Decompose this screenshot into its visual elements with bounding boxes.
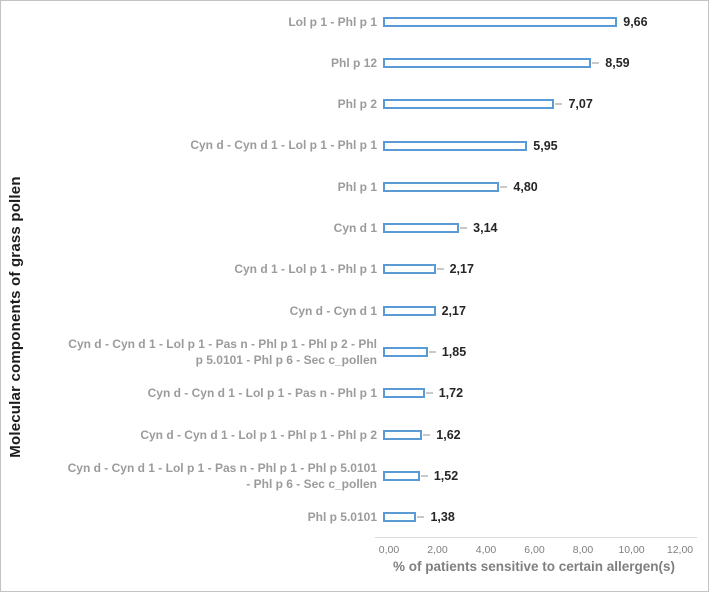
chart-row: Cyn d - Cyn d 1 2,17 [1, 290, 704, 331]
category-label: Cyn d - Cyn d 1 - Lol p 1 - Pas n - Phl … [67, 460, 377, 491]
x-tick-label: 0,00 [378, 544, 400, 556]
value-label: 5,95 [533, 138, 558, 153]
value-label: 1,38 [430, 510, 455, 525]
error-dash [425, 392, 433, 395]
x-tick-label: 2,00 [427, 544, 448, 556]
chart-row: Phl p 2 7,07 [1, 84, 704, 125]
bar [383, 429, 423, 440]
bar [383, 512, 417, 523]
category-label: Phl p 2 [337, 97, 377, 112]
chart-row: Cyn d - Cyn d 1 - Lol p 1 - Pas n - Phl … [1, 455, 704, 496]
bar [383, 388, 425, 399]
bar [383, 470, 420, 481]
bar-zone: 2,17 [383, 262, 704, 276]
value-label: 7,07 [568, 97, 593, 112]
error-dash [436, 268, 444, 271]
bar-zone: 1,38 [383, 510, 704, 524]
bar-zone: 5,95 [383, 139, 704, 153]
bar [383, 223, 460, 234]
category-label: Phl p 12 [330, 55, 377, 70]
x-axis-line [375, 537, 697, 538]
chart-row: Phl p 12 8,59 [1, 42, 704, 83]
bar-zone: 9,66 [383, 15, 704, 29]
value-label: 3,14 [473, 221, 498, 236]
bar-zone: 3,14 [383, 221, 704, 235]
error-dash [592, 61, 600, 64]
x-tick-label: 12,00 [666, 544, 694, 556]
chart-row: Cyn d 1 3,14 [1, 207, 704, 248]
error-dash [423, 433, 431, 436]
bar [383, 57, 592, 68]
error-dash [500, 185, 508, 188]
error-dash [428, 351, 436, 354]
category-label: Cyn d - Cyn d 1 - Lol p 1 - Phl p 1 - Ph… [140, 427, 377, 442]
x-tick-label: 4,00 [475, 544, 497, 556]
bar-zone: 1,52 [383, 469, 704, 483]
bar [383, 181, 500, 192]
x-tick-label: 10,00 [618, 544, 645, 556]
value-label: 2,17 [441, 303, 466, 318]
category-label: Cyn d - Cyn d 1 [289, 303, 377, 318]
value-label: 1,52 [433, 468, 459, 483]
bar [383, 140, 528, 151]
bar [383, 264, 436, 275]
value-label: 1,72 [438, 386, 464, 401]
value-label: 1,85 [441, 345, 467, 360]
x-tick-label: 6,00 [524, 544, 545, 556]
plot-area: Lol p 1 - Phl p 1 9,66 Phl p 12 8,59 Phl… [1, 1, 704, 538]
chart-row: Cyn d 1 - Lol p 1 - Phl p 1 2,17 [1, 249, 704, 290]
value-label: 2,17 [449, 262, 474, 277]
bar-zone: 1,85 [383, 345, 704, 359]
chart-row: Lol p 1 - Phl p 1 9,66 [1, 1, 704, 42]
chart-row: Phl p 5.0101 1,38 [1, 497, 704, 538]
bar [383, 99, 555, 110]
value-label: 1,62 [436, 427, 461, 442]
bar-zone: 1,62 [383, 428, 704, 442]
chart-row: Cyn d - Cyn d 1 - Lol p 1 - Pas n - Phl … [1, 331, 704, 372]
error-dash [460, 227, 468, 230]
x-tick-label: 8,00 [572, 544, 594, 556]
category-label: Cyn d - Cyn d 1 - Lol p 1 - Pas n - Phl … [147, 386, 377, 401]
bar-zone: 1,72 [383, 386, 704, 400]
x-axis-title: % of patients sensitive to certain aller… [392, 559, 676, 574]
error-dash [417, 516, 425, 519]
chart-row: Cyn d - Cyn d 1 - Lol p 1 - Phl p 1 - Ph… [1, 414, 704, 455]
category-label: Cyn d 1 - Lol p 1 - Phl p 1 [234, 262, 377, 277]
bar-zone: 4,80 [383, 180, 704, 194]
value-label: 4,80 [513, 179, 538, 194]
bar [383, 347, 428, 358]
value-label: 9,66 [623, 14, 648, 29]
error-dash [555, 103, 563, 106]
category-label: Phl p 1 [337, 179, 377, 194]
error-dash [420, 474, 428, 477]
category-label: Lol p 1 - Phl p 1 [288, 14, 377, 29]
bar-zone: 2,17 [383, 304, 704, 318]
category-label: Cyn d - Cyn d 1 - Lol p 1 - Pas n - Phl … [68, 336, 377, 368]
category-label: Cyn d - Cyn d 1 - Lol p 1 - Phl p 1 [190, 138, 377, 153]
category-label: Cyn d 1 [333, 221, 377, 236]
bar-zone: 7,07 [383, 97, 704, 111]
bar-zone: 8,59 [383, 56, 704, 70]
bar [383, 16, 618, 27]
chart-row: Phl p 1 4,80 [1, 166, 704, 207]
bar [383, 305, 436, 316]
chart-row: Cyn d - Cyn d 1 - Lol p 1 - Pas n - Phl … [1, 373, 704, 414]
value-label: 8,59 [605, 55, 630, 70]
x-axis-ticks: 0,00 2,00 4,00 6,00 8,00 10,00 12,00 [379, 544, 693, 558]
category-label: Phl p 5.0101 [307, 510, 377, 525]
chart-row: Cyn d - Cyn d 1 - Lol p 1 - Phl p 1 5,95 [1, 125, 704, 166]
